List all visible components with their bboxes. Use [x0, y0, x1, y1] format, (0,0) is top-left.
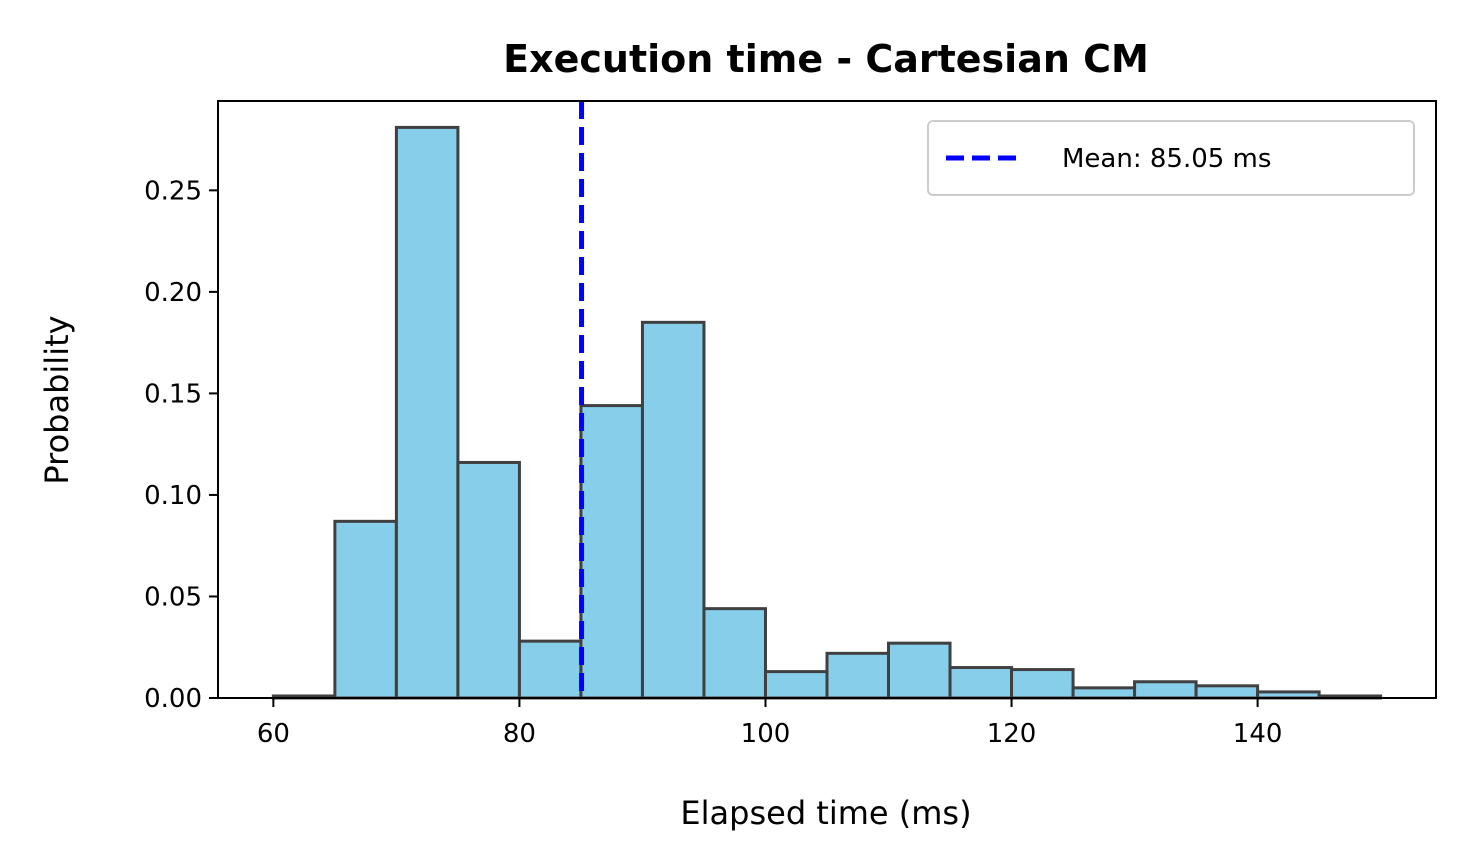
y-tick-label: 0.20: [144, 278, 202, 308]
histogram-bar: [702, 607, 767, 700]
histogram-bar: [517, 639, 583, 700]
histogram-bars: [271, 125, 1383, 700]
y-tick-label: 0.00: [144, 684, 202, 714]
legend: Mean: 85.05 ms: [927, 120, 1415, 196]
y-axis-label: Probability: [38, 315, 76, 484]
histogram-bar: [887, 641, 952, 700]
x-tick-label: 100: [741, 719, 791, 749]
y-tick-label: 0.05: [144, 582, 202, 612]
histogram-bar: [579, 404, 644, 700]
histogram-bar: [640, 320, 706, 700]
histogram-bar: [1010, 668, 1075, 700]
histogram-bar: [333, 519, 398, 700]
histogram-bar: [1194, 684, 1260, 700]
legend-box: [927, 120, 1415, 196]
x-tick-label: 80: [503, 719, 536, 749]
histogram-bar: [1133, 680, 1198, 700]
y-tick-label: 0.25: [144, 176, 202, 206]
legend-mean-label: Mean: 85.05 ms: [1062, 144, 1271, 174]
x-axis-ticks: 60 80 100 120 140: [257, 698, 1283, 749]
histogram-bar: [825, 651, 891, 700]
histogram-bar: [763, 670, 829, 700]
histogram-bar: [948, 666, 1014, 700]
y-tick-label: 0.10: [144, 481, 202, 511]
y-axis-ticks: 0.00 0.05 0.10 0.15 0.20 0.25: [144, 176, 218, 714]
x-axis-label: Elapsed time (ms): [680, 794, 971, 832]
plot-frame: [217, 100, 1437, 699]
x-tick-label: 140: [1233, 719, 1283, 749]
chart-title: Execution time - Cartesian CM: [503, 37, 1149, 81]
histogram-bar: [394, 125, 460, 700]
x-tick-label: 60: [257, 719, 290, 749]
x-tick-label: 120: [987, 719, 1037, 749]
histogram-bar: [1071, 686, 1137, 700]
histogram-bar: [456, 460, 521, 700]
y-tick-label: 0.15: [144, 379, 202, 409]
